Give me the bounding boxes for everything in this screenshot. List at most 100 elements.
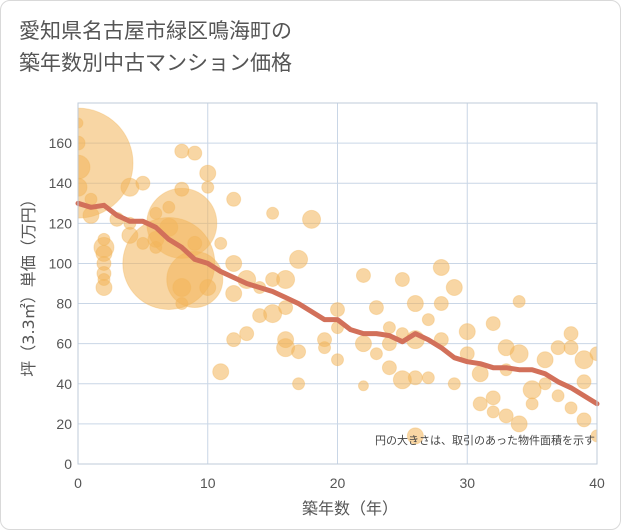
x-axis-title: 築年数（年） [302, 499, 398, 518]
data-bubble [512, 295, 526, 309]
data-bubble [563, 326, 579, 342]
chart-title-line2: 築年数別中古マンション価格 [19, 51, 292, 75]
data-bubble [525, 397, 539, 411]
x-tick-label: 20 [330, 475, 346, 491]
data-bubble [78, 135, 86, 151]
data-bubble [78, 177, 88, 197]
trend-line-series [75, 200, 600, 407]
data-bubble [187, 235, 203, 251]
data-bubble [292, 377, 306, 391]
data-bubble [522, 380, 542, 400]
data-bubble [78, 154, 91, 180]
y-tick-label: 20 [56, 416, 72, 432]
data-bubble [394, 271, 410, 287]
plot-border [77, 102, 598, 465]
data-bubble [201, 180, 215, 194]
data-bubble [406, 427, 424, 445]
data-bubble [486, 405, 500, 419]
data-bubble [199, 164, 217, 182]
data-bubble [239, 326, 255, 342]
data-bubble [135, 175, 151, 191]
data-bubble [485, 316, 501, 332]
data-bubble [498, 408, 514, 424]
data-bubble [381, 360, 397, 376]
data-bubble [214, 236, 228, 250]
data-bubble [174, 181, 190, 197]
data-bubble [357, 380, 369, 392]
data-bubble [78, 117, 84, 129]
data-bubble [538, 377, 552, 391]
y-tick-label: 160 [49, 135, 73, 151]
y-tick-label: 100 [49, 255, 73, 271]
data-bubble [510, 415, 528, 433]
bubble-size-note: 円の大きさは、取引のあった物件面積を示す [375, 433, 595, 447]
data-bubble [589, 346, 597, 362]
data-bubble [97, 232, 111, 246]
data-bubble [447, 377, 461, 391]
x-tick-label: 40 [589, 475, 605, 491]
data-bubble [276, 269, 296, 289]
data-bubble [369, 347, 383, 361]
data-bubble [318, 341, 332, 355]
y-tick-label: 140 [49, 175, 73, 191]
data-bubble [95, 279, 113, 297]
y-tick-label: 80 [56, 296, 72, 312]
data-bubble [551, 389, 565, 403]
data-bubble [563, 340, 579, 356]
data-bubble [445, 279, 463, 297]
data-bubble [354, 335, 372, 353]
data-bubble [550, 340, 566, 356]
data-bubble [199, 279, 217, 297]
data-bubble [382, 321, 396, 335]
data-bubble [331, 353, 344, 367]
data-bubble [576, 412, 592, 428]
data-bubble [407, 370, 423, 386]
axis-tick-labels: 0 10 20 30 40 0 20 40 60 80 100 120 140 160 [49, 135, 605, 491]
y-tick-label: 0 [64, 456, 72, 472]
data-bubble [263, 304, 283, 324]
data-bubble [432, 258, 450, 276]
data-bubble [421, 313, 435, 327]
data-bubble [421, 371, 435, 385]
y-tick-label: 40 [56, 376, 72, 392]
x-tick-label: 30 [459, 475, 475, 491]
data-bubble [266, 206, 280, 220]
data-bubble [458, 323, 476, 341]
bubble-series [78, 107, 597, 445]
data-bubble [330, 302, 345, 318]
data-bubble [212, 363, 230, 381]
trend-line [75, 200, 600, 407]
data-bubble [187, 145, 203, 161]
data-bubble [226, 191, 242, 207]
chart-title-line1: 愛知県名古屋市緑区鳴海町の [19, 19, 292, 43]
data-bubble [406, 295, 424, 313]
y-tick-label: 60 [56, 336, 72, 352]
y-axis-title: 坪（3.3㎡）単価（万円） [19, 191, 38, 376]
data-bubble [368, 300, 384, 316]
plot-frame [77, 102, 598, 465]
x-tick-label: 0 [74, 475, 82, 491]
data-bubble [485, 390, 501, 406]
data-bubble [471, 365, 489, 383]
data-bubble [590, 429, 597, 443]
data-bubble [302, 209, 322, 229]
data-bubble [576, 374, 592, 390]
data-bubble [574, 350, 594, 370]
data-bubble [509, 344, 529, 364]
data-bubble [536, 351, 554, 369]
data-bubble [278, 300, 294, 316]
data-bubble [472, 396, 488, 412]
data-bubble [291, 344, 307, 360]
data-bubble [289, 249, 309, 269]
data-bubble [225, 254, 243, 272]
data-bubble [174, 143, 190, 159]
data-bubble [225, 285, 243, 303]
x-tick-label: 10 [200, 475, 216, 491]
data-bubble [226, 332, 242, 348]
data-bubble [433, 296, 449, 312]
data-bubble [564, 401, 578, 415]
data-bubble [355, 267, 371, 283]
chart-title: 愛知県名古屋市緑区鳴海町の 築年数別中古マンション価格 [19, 15, 292, 79]
